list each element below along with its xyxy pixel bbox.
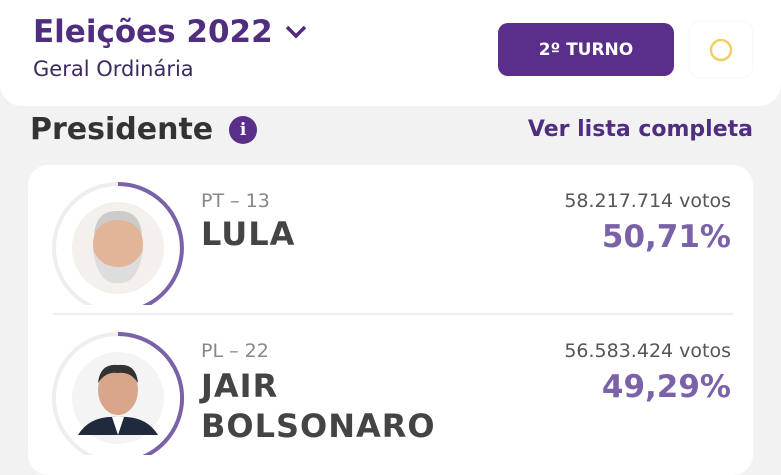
election-subtitle: Geral Ordinária — [33, 57, 194, 81]
election-title: Eleições 2022 — [33, 14, 273, 50]
chevron-down-icon — [285, 25, 306, 39]
candidate-name: LULA — [201, 215, 296, 253]
vote-count: 58.217.714 votos — [564, 190, 731, 212]
face — [98, 365, 138, 415]
divider — [53, 313, 733, 315]
section-title: Presidente — [30, 112, 214, 147]
party-number: PT – 13 — [201, 190, 270, 212]
candidate-row[interactable]: PT – 13 LULA 58.217.714 votos 50,71% — [28, 165, 753, 315]
vote-count: 56.583.424 votos — [564, 340, 731, 362]
info-icon[interactable]: i — [229, 115, 258, 144]
vote-percent: 50,71% — [601, 219, 731, 255]
turno-button[interactable]: 2º TURNO — [498, 23, 674, 76]
vote-share-ring — [117, 182, 184, 305]
candidate-name-line-1: JAIR — [201, 367, 279, 405]
vote-share-ring — [117, 332, 185, 455]
candidate-photo — [52, 182, 184, 305]
theme-toggle-button[interactable] — [690, 22, 752, 77]
results-card: PT – 13 LULA 58.217.714 votos 50,71% PL … — [28, 165, 753, 475]
vote-percent: 49,29% — [601, 369, 731, 405]
section-header: Presidente i — [30, 112, 258, 147]
candidate-name-line-2: BOLSONARO — [201, 407, 436, 445]
header: Eleições 2022 Geral Ordinária 2º TURNO — [0, 0, 781, 106]
see-full-list-link[interactable]: Ver lista completa — [527, 117, 753, 142]
candidate-photo — [52, 332, 185, 455]
candidate-row[interactable]: PL – 22 JAIR BOLSONARO 56.583.424 votos … — [28, 315, 753, 465]
party-number: PL – 22 — [201, 340, 269, 362]
circle-icon — [709, 38, 733, 61]
face — [93, 215, 143, 275]
election-selector[interactable]: Eleições 2022 — [33, 14, 307, 50]
